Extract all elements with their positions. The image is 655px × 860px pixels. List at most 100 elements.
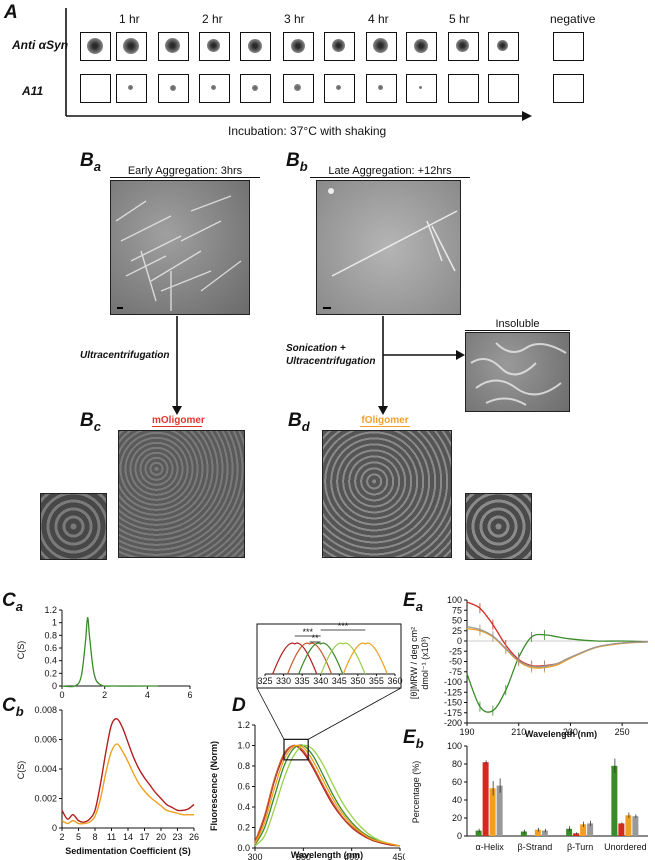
insoluble-title: Insoluble [465,318,570,331]
ea-y-tick-label: -150 [444,698,462,708]
dot-blot-spot [169,84,176,91]
ea-y-tick-label: -200 [444,718,462,728]
panel-bb-sub: b [299,158,308,174]
eb-category-label: β-Turn [567,842,593,852]
dot-blot-well-a11 [366,74,397,103]
dot-blot-well-a11 [199,74,230,103]
ea-y-axis-title-2: dmol⁻¹ (x10³) [420,636,430,689]
eb-y-tick-label: 80 [452,759,462,769]
insoluble-em-image [465,332,570,412]
eb-y-tick-label: 0 [457,831,462,841]
eb-category-label: Unordered [604,842,647,852]
eb-bar [566,828,573,836]
dot-blot-well-anti-asyn [324,32,355,61]
panel-bd-letter: B [288,410,302,431]
panel-eb-sub: b [415,735,424,751]
d-inset-x-tick-label: 335 [295,676,310,686]
panel-eb-label: Eb [403,727,424,751]
dot-blot-well-anti-asyn [116,32,147,61]
ea-y-tick-label: -25 [449,646,462,656]
panel-ea-sub: a [415,598,423,614]
cb-y-tick-label: 0.008 [34,705,57,715]
cb-x-tick-label: 26 [189,832,199,842]
time-label-5hr: 5 hr [449,12,470,26]
eb-bar [632,816,639,836]
d-series-line [254,744,401,847]
panel-a-axes [65,8,532,121]
eb-bar [587,823,594,836]
bb-title: Late Aggregation: +12hrs [310,165,470,178]
time-label-2hr: 2 hr [202,12,223,26]
row-label-a11: A11 [22,84,44,98]
dot-blot-spot [128,85,134,91]
time-label-3hr: 3 hr [284,12,305,26]
cb-y-tick-label: 0.002 [34,794,57,804]
cb-y-tick-label: 0 [52,823,57,833]
dot-blot-well-a11 [116,74,147,103]
eb-bar [611,765,618,836]
d-inset-peak [298,642,344,675]
cb-x-tick-label: 11 [107,832,116,842]
chart-eb: 0 20 40 60 80 100 α-Helix β-Strand β-Turn Unorder… [411,741,648,852]
dot-blot-spot [247,38,262,53]
d-y-axis-title: Fluorescence (Norm) [209,741,219,831]
ea-x-tick-label: 190 [459,727,474,737]
ca-y-tick-label: 1 [52,618,57,628]
d-zoom-connector [307,687,402,740]
dot-blot-spot [456,39,470,53]
chart-d: 300 350 400 450 0.0 0.2 0.4 0.6 0.8 1.0 1.2 Fluores… [209,621,405,860]
eb-bar [534,829,541,836]
d-x-axis-title: Wavelength (nm) [291,850,363,860]
eb-bar [475,830,482,836]
panel-bd-label: Bd [288,410,310,434]
d-series-line [254,744,401,847]
moligomer-em-image [118,430,245,558]
d-inset-peak [272,642,318,675]
panel-ea-label: Ea [403,590,423,614]
dot-blot-well-anti-asyn [80,32,111,61]
dot-blot-well-a11 [80,74,111,103]
eb-bar [618,823,625,836]
cb-series-line [61,718,195,823]
ea-series-line [466,626,649,668]
cb-x-axis-title: Sedimentation Coefficient (S) [65,846,191,856]
time-label-4hr: 4 hr [368,12,389,26]
ea-y-tick-label: 50 [452,616,462,626]
dot-blot-well-a11 [406,74,437,103]
ca-y-tick-label: 0.6 [44,643,57,653]
ca-x-tick-label: 2 [102,690,107,700]
ca-series-line [61,616,159,688]
d-y-tick-label: 0.4 [237,802,250,812]
dot-blot-well-a11 [448,74,479,103]
eb-bar [489,788,496,836]
d-inset-x-tick-label: 355 [369,676,384,686]
foligomer-em-image [322,430,452,558]
dot-blot-spot [122,37,139,54]
d-sig-1: *** [302,627,313,637]
ea-series-line [466,601,649,667]
ea-y-tick-label: 0 [457,636,462,646]
panel-bb-letter: B [286,150,300,171]
dot-blot-spot [294,84,302,92]
dot-blot-well-anti-asyn [406,32,437,61]
dot-blot-spot [207,39,221,53]
ea-x-tick-label: 250 [615,727,630,737]
eb-y-tick-label: 100 [447,741,462,751]
foligomer-title: fOligomer [360,415,410,427]
ea-y-tick-label: -125 [444,687,462,697]
panel-ca-letter: C [2,590,16,611]
ba-em-image [110,180,250,315]
ea-y-tick-label: -75 [449,667,462,677]
sonication-line-2: Ultracentrifugation [286,356,376,367]
eb-category-label: α-Helix [476,842,505,852]
foligomer-em-inset [465,493,532,560]
d-inset-peak [342,642,388,675]
d-y-tick-label: 0.8 [237,761,250,771]
cb-series-line [61,743,194,825]
ea-y-tick-label: 25 [452,626,462,636]
dot-blot-well-a11 [324,74,355,103]
eb-bar [520,831,527,836]
time-label-1hr: 1 hr [119,12,140,26]
d-x-tick-label: 300 [247,852,262,860]
